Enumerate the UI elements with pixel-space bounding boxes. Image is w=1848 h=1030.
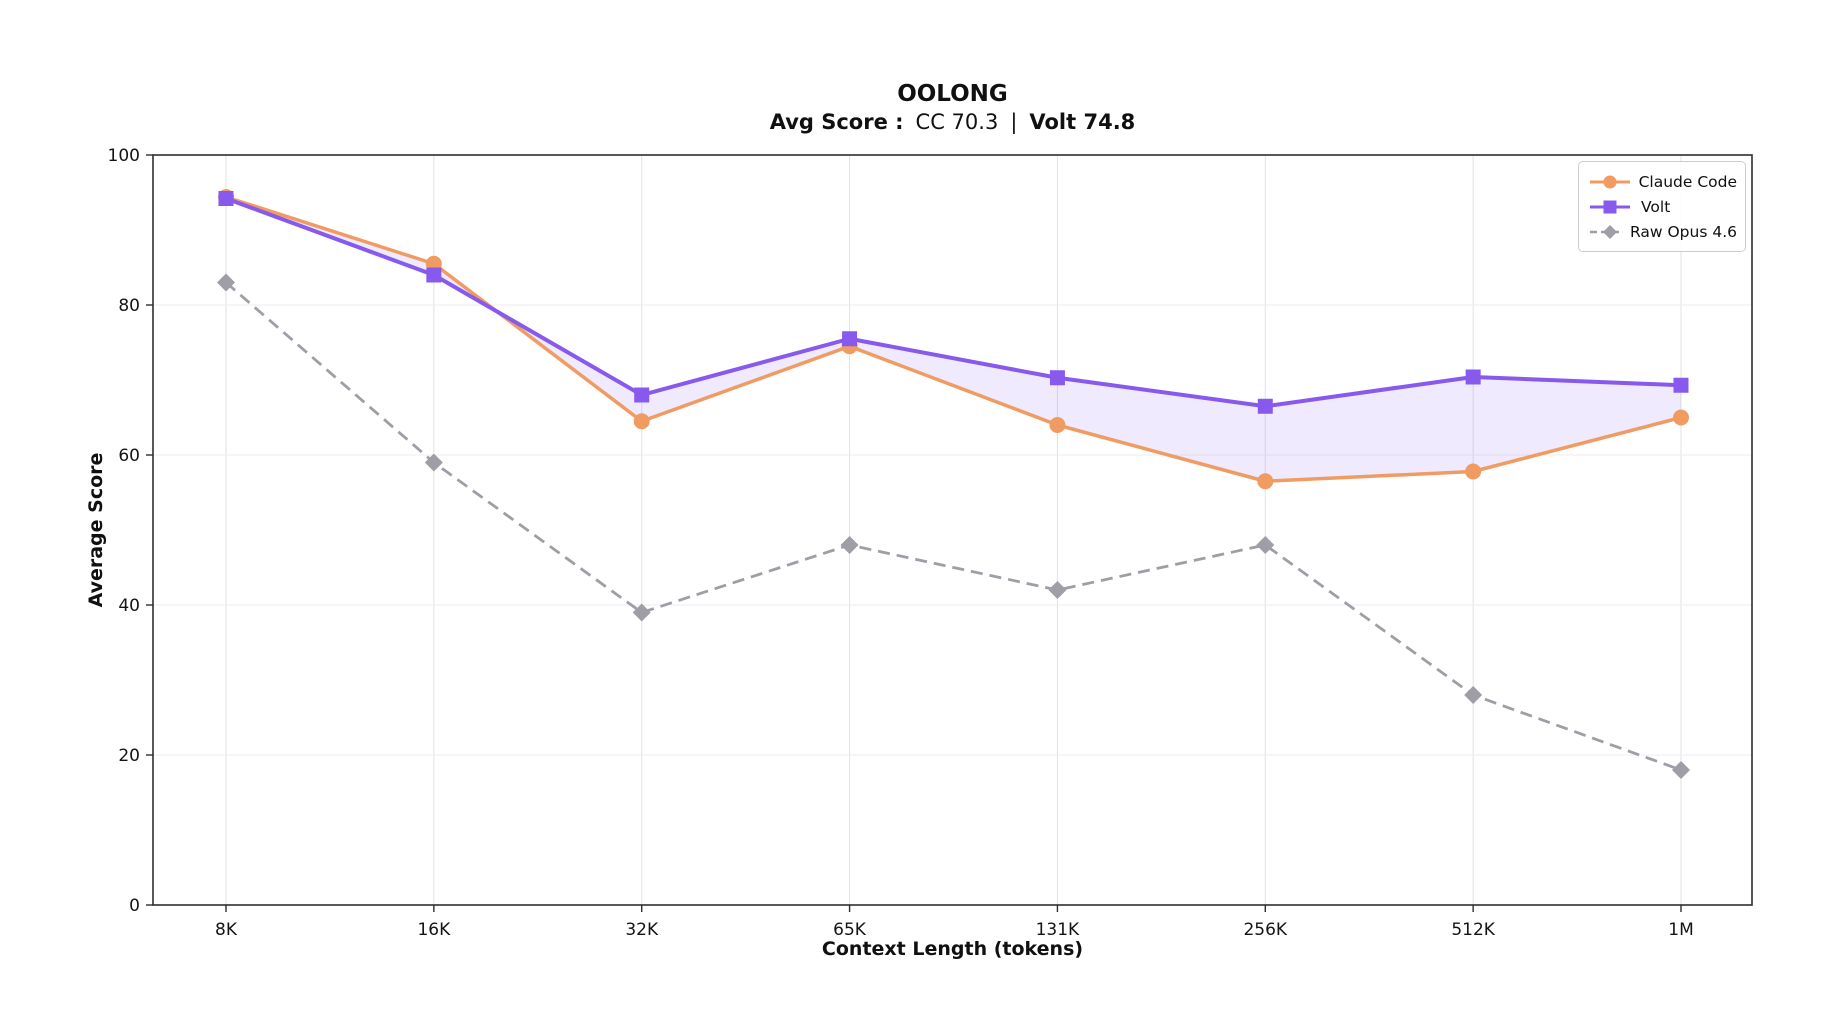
y-axis-label: Average Score [85,452,107,608]
x-tick-label: 8K [215,920,238,940]
chart-title: OOLONG [897,81,1008,107]
claude-code-marker [633,413,650,430]
legend-item-volt: Volt [1588,194,1737,219]
y-tick-label: 40 [118,596,140,616]
x-tick-label: 1M [1668,920,1693,940]
legend-label-claude-code: Claude Code [1638,172,1737,191]
x-tick-label: 131K [1036,920,1080,940]
volt-marker [842,331,858,347]
claude-code-legend-swatch-icon [1590,175,1630,188]
x-tick-label: 65K [833,920,867,940]
volt-marker [1465,369,1481,385]
y-tick-label: 20 [118,746,140,766]
plot-border [152,154,1753,906]
raw-opus-4-6-marker [840,536,859,554]
x-tick-label: 32K [625,920,659,940]
x-tick-label: 256K [1243,920,1287,940]
y-tick-label: 0 [129,896,140,916]
raw-opus-4-6-marker [424,453,443,472]
volt-line [225,196,1682,409]
y-tick-label: 60 [118,446,140,466]
x-tick-label: 16K [417,920,451,940]
raw-opus-4-6-marker [1672,761,1690,779]
x-axis-label: Context Length (tokens) [821,938,1084,960]
raw-opus-4-6-marker [1048,581,1067,599]
volt-legend-swatch-icon [1590,200,1630,213]
subtitle-cc-avg: CC 70.3 [915,110,999,134]
y-tick-label: 80 [118,296,140,316]
raw-opus-4-6-marker [217,273,235,292]
subtitle-separator: | [1010,110,1018,134]
x-tick-label: 512K [1451,920,1495,940]
volt-marker [1673,377,1689,393]
raw-opus-4-6-line [225,281,1682,772]
raw-opus-4-6-marker [1464,686,1483,704]
subtitle-avg-score-label: Avg Score : [769,110,904,134]
legend-item-raw-opus-4-6: Raw Opus 4.6 [1588,219,1737,244]
claude-code-legend-marker [1603,175,1617,188]
claude-code-marker [1465,463,1482,480]
legend: Claude Code Volt Raw Opus 4.6 [1578,161,1746,252]
subtitle-volt-avg: Volt 74.8 [1029,110,1136,134]
raw-opus-4-6-legend-marker [1603,224,1617,239]
claude-code-marker [1257,473,1274,490]
volt-marker [1049,370,1065,386]
volt-marker [218,191,234,206]
claude-code-marker [1673,409,1689,426]
volt-marker [634,387,650,403]
volt-legend-marker [1603,200,1617,213]
raw-opus-4-6-legend-swatch-icon [1590,224,1621,239]
raw-opus-4-6-marker [632,603,651,622]
claude-code-marker [1049,417,1066,433]
chart-subtitle: Avg Score : CC 70.3 | Volt 74.8 [153,110,1752,134]
volt-marker [1257,398,1273,414]
y-tick-label: 100 [108,146,140,166]
volt-marker [426,267,442,283]
legend-item-claude-code: Claude Code [1588,169,1737,194]
claude-code-line [225,195,1682,483]
raw-opus-4-6-marker [1256,536,1275,554]
legend-label-raw-opus-4-6: Raw Opus 4.6 [1629,222,1737,241]
legend-label-volt: Volt [1641,197,1671,216]
fill-between-region [226,197,1681,482]
